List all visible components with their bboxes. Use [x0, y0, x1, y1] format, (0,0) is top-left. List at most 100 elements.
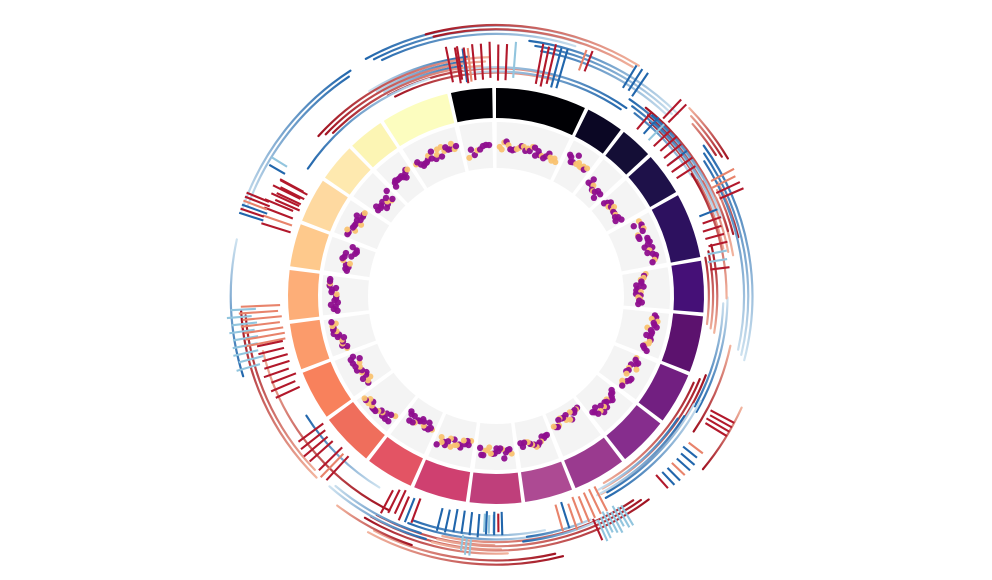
scatter-point — [590, 194, 598, 202]
tick-mark — [268, 163, 286, 175]
tick-mark — [264, 359, 290, 370]
tick-mark — [592, 518, 604, 541]
tick-mark — [264, 198, 294, 212]
tick-mark — [262, 353, 288, 363]
scatter-point — [493, 445, 500, 452]
scatter-point-track — [326, 138, 661, 462]
link-arc — [424, 23, 640, 67]
scatter-point — [575, 152, 582, 159]
ideogram-sector-chr11 — [520, 461, 573, 502]
tick-mark — [667, 103, 688, 124]
tick-mark — [534, 43, 545, 85]
tick-mark — [468, 511, 474, 536]
tick-mark — [468, 539, 473, 556]
scatter-point — [406, 417, 413, 424]
link-arc — [383, 64, 463, 94]
tick-mark — [379, 489, 394, 514]
tick-mark — [567, 503, 579, 531]
scatter-point — [476, 444, 484, 452]
link-arc — [246, 75, 350, 207]
tick-mark — [471, 44, 477, 81]
scatter-point — [344, 226, 351, 233]
tick-mark — [256, 339, 284, 348]
tick-mark — [444, 46, 454, 83]
tick-mark — [319, 453, 345, 478]
link-arc — [606, 403, 695, 494]
tick-mark — [539, 46, 551, 87]
link-arc — [692, 344, 732, 433]
tick-mark — [620, 504, 635, 526]
ideogram-sector-chr1 — [496, 88, 585, 136]
tick-mark — [233, 349, 259, 357]
tick-mark — [455, 46, 464, 80]
tick-mark — [476, 513, 481, 538]
tick-mark — [587, 488, 602, 515]
link-arc — [688, 107, 729, 160]
tick-mark — [571, 496, 584, 524]
scatter-point — [639, 227, 646, 235]
scatter-point — [612, 217, 619, 225]
tick-mark — [459, 534, 465, 552]
ideogram-sector-chr6 — [671, 260, 705, 313]
scatter-point — [649, 259, 656, 266]
tick-mark — [662, 98, 682, 120]
ideogram-sector-chr13 — [414, 459, 471, 502]
tick-mark — [300, 429, 326, 451]
scatter-point — [433, 151, 440, 158]
tick-mark — [236, 363, 261, 372]
tick-mark — [244, 326, 284, 335]
tick-mark — [512, 41, 518, 78]
ideogram-sector-chr18 — [287, 269, 320, 321]
tick-mark — [719, 187, 744, 200]
tick-mark — [636, 111, 653, 130]
tick-mark — [642, 116, 660, 135]
tick-mark-track — [226, 41, 744, 556]
link-arc — [525, 518, 592, 538]
ideogram-sector-chr19 — [290, 224, 329, 271]
scatter-point — [636, 235, 643, 243]
tick-mark — [453, 47, 462, 84]
tick-mark — [707, 258, 728, 264]
scatter-point — [382, 194, 390, 202]
ideogram-sector-chrY — [450, 88, 493, 123]
scatter-point — [349, 243, 356, 251]
link-arc — [240, 69, 352, 212]
link-arc — [597, 417, 679, 491]
tick-mark — [702, 224, 722, 233]
tick-mark — [270, 192, 300, 208]
link-arc — [631, 105, 699, 179]
tick-mark — [240, 304, 281, 308]
link-arc — [714, 196, 730, 233]
link-arc — [702, 144, 754, 362]
tick-mark — [688, 441, 704, 455]
tick-mark — [647, 123, 665, 141]
scatter-point — [633, 361, 640, 368]
scatter-point — [333, 291, 340, 298]
tick-mark — [231, 321, 258, 327]
tick-mark — [710, 266, 730, 271]
scatter-point — [356, 354, 363, 362]
scatter-point — [641, 244, 648, 251]
ideogram-sector-chr4 — [628, 156, 677, 207]
link-arc — [648, 121, 725, 250]
tick-mark — [462, 47, 470, 84]
tick-mark — [393, 489, 407, 515]
tick-mark — [274, 198, 301, 212]
tick-mark — [435, 507, 444, 531]
link-arc — [690, 115, 723, 158]
scatter-point — [538, 433, 545, 440]
tick-mark — [397, 496, 410, 521]
scatter-point — [447, 145, 454, 153]
ideogram-sector-chr7 — [661, 313, 703, 372]
scatter-point — [389, 195, 396, 203]
tick-mark — [666, 467, 681, 482]
tick-mark — [242, 315, 282, 321]
tick-mark — [271, 156, 288, 168]
tick-mark — [479, 43, 485, 80]
link-arc — [595, 415, 686, 497]
scatter-point — [630, 223, 637, 230]
scatter-sector-bg-chr21 — [353, 173, 406, 223]
tick-mark — [246, 191, 270, 203]
